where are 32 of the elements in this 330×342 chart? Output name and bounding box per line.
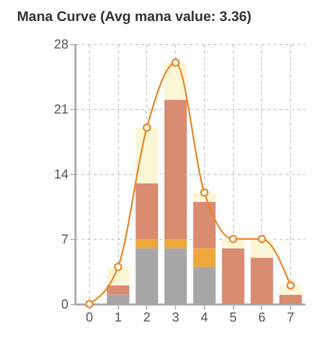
y-tick-label: 7 [61,232,68,246]
bar [164,100,187,239]
bar [106,285,130,295]
bar [279,294,302,304]
point [114,262,122,271]
chart-title: Mana Curve (Avg mana value: 3.36) [17,8,252,24]
x-tick-label: 3 [172,310,180,324]
x-tick-label: 6 [258,310,266,324]
bar [193,202,216,248]
x-tick-label: 1 [114,310,122,324]
point [200,188,208,197]
bar [193,248,216,267]
bar [136,183,158,239]
point [229,234,238,244]
point [172,58,180,67]
point [85,300,94,308]
bar [222,248,244,304]
x-tick-label: 4 [200,310,208,324]
y-tick-label: 21 [54,102,68,116]
bar [136,128,158,184]
x-tick-label: 0 [86,310,93,324]
x-tick-label: 7 [287,310,294,324]
y-tick-label: 14 [54,166,68,182]
bar [164,239,187,248]
y-tick-label: 0 [61,296,68,312]
x-tick-label: 2 [143,310,150,324]
bar [250,258,274,304]
x-tick-label: 5 [230,310,237,324]
y-tick-label: 28 [54,36,68,52]
bar [136,239,158,248]
point [142,123,151,132]
point [258,234,266,244]
